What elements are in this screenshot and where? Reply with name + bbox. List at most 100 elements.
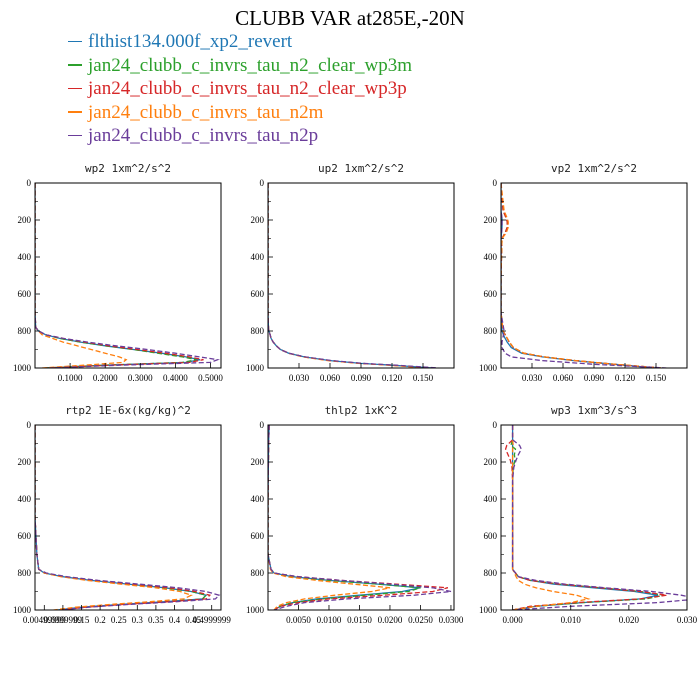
- x-tick-label: 0.120: [382, 373, 403, 383]
- x-tick-label: 0.090: [351, 373, 372, 383]
- series-group: [268, 183, 439, 368]
- series-line: [268, 183, 434, 368]
- x-tick-label: 0.120: [615, 373, 636, 383]
- x-tick-label: 0.3: [132, 615, 144, 625]
- series-line: [35, 183, 197, 368]
- y-tick-label: 400: [484, 494, 498, 504]
- y-tick-label: 600: [18, 531, 32, 541]
- y-tick-label: 800: [18, 326, 32, 336]
- y-tick-label: 400: [18, 252, 32, 262]
- y-tick-label: 800: [484, 568, 498, 578]
- x-tick-label: 0.3000: [128, 373, 153, 383]
- series-line: [268, 183, 439, 368]
- legend-swatch: [68, 40, 82, 43]
- x-tick-label: 0.090: [584, 373, 605, 383]
- x-tick-label: 0.030: [522, 373, 543, 383]
- x-tick-label: 0.0250: [408, 615, 433, 625]
- x-tick-label: 0.2: [94, 615, 105, 625]
- x-tick-label: 0.0200: [378, 615, 403, 625]
- y-tick-label: 200: [18, 215, 32, 225]
- x-tick-label: 0.45: [185, 615, 201, 625]
- x-tick-label: 0.00499999: [23, 615, 66, 625]
- legend-swatch: [68, 64, 82, 66]
- legend-label: jan24_clubb_c_invrs_tau_n2m: [88, 101, 324, 123]
- y-tick-label: 400: [251, 252, 265, 262]
- x-tick-label: 0.4: [169, 615, 181, 625]
- y-tick-label: 200: [484, 457, 498, 467]
- x-tick-label: 0.1000: [58, 373, 83, 383]
- x-tick-label: 0.0100: [317, 615, 342, 625]
- y-tick-label: 200: [251, 457, 265, 467]
- series-line: [504, 425, 667, 610]
- series-line: [501, 183, 662, 368]
- chart-title: wp2 1xm^2/s^2: [85, 162, 171, 175]
- y-tick-label: 800: [251, 568, 265, 578]
- legend-swatch: [68, 87, 82, 90]
- y-tick-label: 800: [251, 326, 265, 336]
- y-tick-label: 600: [484, 531, 498, 541]
- x-tick-label: 0.2000: [93, 373, 118, 383]
- chart-title: rtp2 1E-6x(kg/kg)^2: [65, 404, 191, 417]
- series-group: [35, 425, 221, 610]
- y-tick-label: 1000: [13, 363, 32, 373]
- legend-entry: flthist134.000f_xp2_revert: [68, 30, 412, 54]
- y-tick-label: 400: [18, 494, 32, 504]
- chart-panel: wp3 1xm^3/s^3 0 200 400 600 800 1000 0.000 0.010…: [479, 404, 698, 625]
- y-tick-label: 200: [251, 215, 265, 225]
- chart-title: up2 1xm^2/s^2: [318, 162, 404, 175]
- series-line: [511, 425, 659, 610]
- y-tick-label: 1000: [479, 605, 498, 615]
- legend-entry: jan24_clubb_c_invrs_tau_n2_clear_wp3p: [68, 77, 412, 101]
- x-tick-label: 0.060: [320, 373, 341, 383]
- plot-frame: [500, 424, 688, 611]
- y-tick-label: 0: [493, 420, 498, 430]
- y-tick-label: 800: [18, 568, 32, 578]
- y-tick-label: 400: [251, 494, 265, 504]
- plot-frame: [34, 182, 222, 369]
- x-tick-label: 0.150: [646, 373, 667, 383]
- series-line: [35, 183, 220, 368]
- series-line: [35, 425, 221, 610]
- series-line: [268, 183, 434, 368]
- x-tick-label: 0.5000: [198, 373, 223, 383]
- series-line: [511, 425, 687, 610]
- legend-label: jan24_clubb_c_invrs_tau_n2p: [88, 125, 319, 146]
- series-line: [511, 425, 591, 610]
- series-group: [501, 183, 667, 368]
- x-tick-label: 0.030: [289, 373, 310, 383]
- figure-title: CLUBB VAR at285E,-20N: [235, 6, 465, 30]
- chart-panel: vp2 1xm^2/s^2 0 200 400 600 800 1000 0.030 0.060…: [479, 162, 688, 383]
- series-line: [35, 183, 204, 368]
- y-tick-label: 800: [484, 326, 498, 336]
- x-tick-label: 0.4000: [163, 373, 188, 383]
- x-tick-label: 0.060: [553, 373, 574, 383]
- x-tick-label: 0.0300: [439, 615, 464, 625]
- x-tick-label: 0.150: [413, 373, 434, 383]
- y-tick-label: 200: [484, 215, 498, 225]
- legend-label: jan24_clubb_c_invrs_tau_n2_clear_wp3p: [88, 78, 407, 99]
- y-tick-label: 1000: [246, 363, 265, 373]
- y-tick-label: 1000: [13, 605, 32, 615]
- chart-title: wp3 1xm^3/s^3: [551, 404, 637, 417]
- series-line: [501, 183, 662, 368]
- series-line: [268, 425, 452, 610]
- legend-label: flthist134.000f_xp2_revert: [88, 31, 293, 52]
- x-tick-label: 0.0150: [347, 615, 372, 625]
- series-line: [501, 183, 662, 368]
- series-line: [268, 425, 421, 610]
- x-tick-label: 0.000: [503, 615, 524, 625]
- y-tick-label: 0: [27, 420, 32, 430]
- y-tick-label: 1000: [479, 363, 498, 373]
- series-group: [504, 425, 687, 610]
- series-line: [268, 183, 429, 368]
- chart-title: vp2 1xm^2/s^2: [551, 162, 637, 175]
- y-tick-label: 600: [251, 531, 265, 541]
- series-line: [501, 183, 657, 368]
- series-line: [35, 183, 128, 368]
- legend-entry: jan24_clubb_c_invrs_tau_n2m: [68, 101, 412, 125]
- chart-title: thlp2 1xK^2: [325, 404, 398, 417]
- chart-panel: thlp2 1xK^2 0 200 400 600 800 1000 0.0050 0.0100…: [246, 404, 464, 625]
- chart-panel: up2 1xm^2/s^2 0 200 400 600 800 1000 0.030 0.060…: [246, 162, 455, 383]
- y-tick-label: 0: [260, 420, 265, 430]
